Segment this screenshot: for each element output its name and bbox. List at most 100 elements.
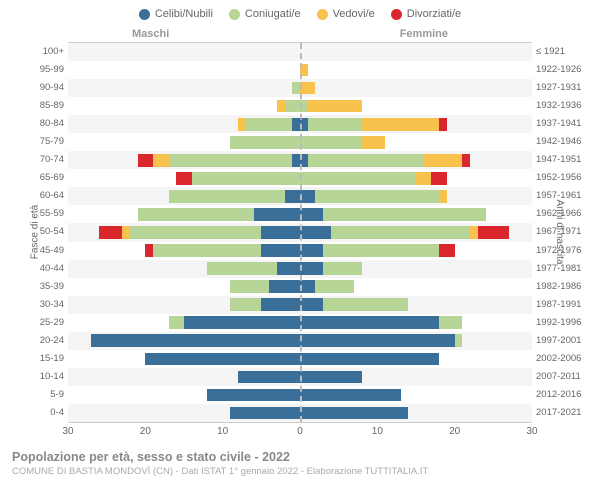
birth-label: 1997-2001	[532, 332, 588, 350]
bar-female	[300, 64, 532, 77]
seg-vedovi	[122, 226, 130, 239]
seg-celibi	[300, 316, 439, 329]
legend-item: Divorziati/e	[391, 8, 461, 20]
seg-coniugati	[192, 172, 300, 185]
seg-coniugati	[300, 136, 362, 149]
seg-divorziati	[99, 226, 122, 239]
seg-celibi	[269, 280, 300, 293]
x-tick: 20	[449, 426, 460, 437]
legend-item: Celibi/Nubili	[139, 8, 213, 20]
x-tick: 10	[217, 426, 228, 437]
seg-celibi	[300, 208, 323, 221]
seg-vedovi	[416, 172, 431, 185]
age-label: 40-44	[12, 259, 68, 277]
x-tick: 10	[372, 426, 383, 437]
age-label: 90-94	[12, 78, 68, 96]
bar-male	[68, 64, 300, 77]
bar-male	[68, 172, 300, 185]
seg-celibi	[261, 298, 300, 311]
seg-coniugati	[308, 118, 362, 131]
seg-celibi	[91, 334, 300, 347]
seg-vedovi	[362, 136, 385, 149]
seg-divorziati	[478, 226, 509, 239]
bar-female	[300, 280, 532, 293]
seg-celibi	[184, 316, 300, 329]
bar-female	[300, 371, 532, 384]
legend-label: Coniugati/e	[245, 8, 301, 20]
bar-male	[68, 353, 300, 366]
x-axis: 3020100102030	[68, 422, 532, 440]
age-label: 80-84	[12, 114, 68, 132]
bar-male	[68, 407, 300, 420]
bar-female	[300, 262, 532, 275]
age-label: 0-4	[12, 404, 68, 422]
age-label: 15-19	[12, 350, 68, 368]
bar-male	[68, 100, 300, 113]
seg-coniugati	[138, 208, 254, 221]
bar-male	[68, 118, 300, 131]
bar-female	[300, 172, 532, 185]
age-label: 70-74	[12, 151, 68, 169]
birth-label: 1992-1996	[532, 313, 588, 331]
seg-vedovi	[424, 154, 463, 167]
bar-female	[300, 334, 532, 347]
seg-celibi	[285, 190, 300, 203]
birth-label: 1922-1926	[532, 60, 588, 78]
legend-label: Divorziati/e	[407, 8, 461, 20]
bar-male	[68, 316, 300, 329]
seg-divorziati	[138, 154, 153, 167]
seg-celibi	[292, 154, 300, 167]
seg-celibi	[254, 208, 300, 221]
seg-celibi	[300, 334, 455, 347]
bar-male	[68, 154, 300, 167]
seg-coniugati	[207, 262, 277, 275]
birth-label: 1982-1986	[532, 277, 588, 295]
seg-coniugati	[230, 280, 269, 293]
seg-coniugati	[300, 172, 416, 185]
age-label: 100+	[12, 42, 68, 60]
seg-celibi	[238, 371, 300, 384]
seg-coniugati	[331, 226, 470, 239]
bar-female	[300, 208, 532, 221]
chart-container: Celibi/NubiliConiugati/eVedovi/eDivorzia…	[0, 0, 600, 500]
seg-coniugati	[230, 298, 261, 311]
seg-coniugati	[315, 280, 354, 293]
seg-celibi	[300, 280, 315, 293]
seg-coniugati	[246, 118, 292, 131]
age-label: 30-34	[12, 295, 68, 313]
bar-male	[68, 244, 300, 257]
bar-male	[68, 371, 300, 384]
ylabel-right: Anni di nascita	[554, 199, 565, 264]
birth-label: 1937-1941	[532, 114, 588, 132]
seg-coniugati	[323, 262, 362, 275]
age-label: 75-79	[12, 132, 68, 150]
seg-coniugati	[130, 226, 261, 239]
seg-celibi	[277, 262, 300, 275]
seg-coniugati	[455, 334, 463, 347]
bar-female	[300, 298, 532, 311]
bar-male	[68, 82, 300, 95]
centerline	[300, 43, 302, 422]
birth-label: 1927-1931	[532, 78, 588, 96]
seg-celibi	[230, 407, 300, 420]
legend: Celibi/NubiliConiugati/eVedovi/eDivorzia…	[12, 8, 588, 20]
bar-male	[68, 46, 300, 59]
seg-coniugati	[439, 316, 462, 329]
seg-coniugati	[153, 244, 261, 257]
seg-coniugati	[323, 208, 485, 221]
bar-male	[68, 389, 300, 402]
seg-celibi	[300, 298, 323, 311]
seg-vedovi	[300, 82, 315, 95]
seg-celibi	[207, 389, 300, 402]
x-tick: 30	[526, 426, 537, 437]
seg-coniugati	[169, 316, 184, 329]
seg-celibi	[300, 226, 331, 239]
plot-area: Fasce di età Anni di nascita 100+95-9990…	[12, 42, 588, 422]
birth-label: 1932-1936	[532, 96, 588, 114]
seg-coniugati	[323, 244, 439, 257]
chart-source: COMUNE DI BASTIA MONDOVÌ (CN) - Dati IST…	[12, 466, 588, 477]
bar-female	[300, 118, 532, 131]
legend-item: Coniugati/e	[229, 8, 301, 20]
seg-coniugati	[285, 100, 300, 113]
seg-vedovi	[153, 154, 168, 167]
